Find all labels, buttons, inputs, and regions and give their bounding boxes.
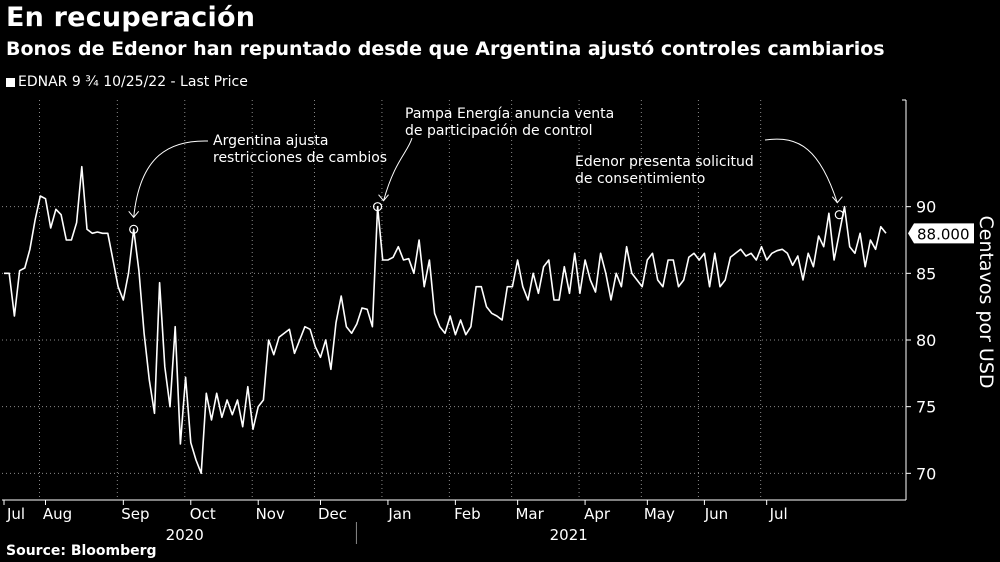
chart-subtitle: Bonos de Edenor han repuntado desde que … <box>6 38 885 60</box>
y-tick-label: 90 <box>916 198 936 217</box>
x-tick-label: Sep <box>121 505 149 523</box>
annotation-arrowhead <box>378 194 389 202</box>
source-note: Source: Bloomberg <box>6 543 157 559</box>
x-tick-label: Apr <box>584 505 611 523</box>
annotation-marker <box>834 210 844 220</box>
y-tick-label: 80 <box>916 331 936 350</box>
chart-title: En recuperación <box>6 2 256 33</box>
annotation-label: Pampa Energía anuncia venta <box>405 106 614 122</box>
last-price-label: 88.000 <box>917 225 970 243</box>
x-tick-label: Jul <box>6 505 25 523</box>
annotation-label: de participación de control <box>405 123 593 139</box>
y-tick-label: 75 <box>916 398 936 417</box>
y-axis-title: Centavos por USD <box>975 215 997 388</box>
x-tick-label: Feb <box>454 505 481 523</box>
legend-label: EDNAR 9 ¾ 10/25/22 - Last Price <box>18 74 248 90</box>
annotation-leader <box>383 137 413 201</box>
x-year-label: 2020 <box>166 526 204 544</box>
annotation-marker <box>372 202 383 212</box>
x-tick-label: Jan <box>387 505 411 523</box>
annotation-arrowhead <box>831 196 843 204</box>
x-year-label: 2021 <box>550 526 588 544</box>
annotation-leader <box>133 140 209 218</box>
x-tick-label: May <box>644 505 675 523</box>
annotation-label: Edenor presenta solicitud <box>575 154 754 170</box>
annotation-arrowhead <box>128 211 140 219</box>
annotation-label: de consentimiento <box>575 171 705 187</box>
x-tick-label: Aug <box>43 505 72 523</box>
last-price-badge <box>908 223 974 244</box>
series-line <box>4 165 887 475</box>
y-tick-label: 85 <box>916 264 936 283</box>
annotation-label: Argentina ajusta <box>213 133 328 149</box>
x-tick-label: Jul <box>769 505 788 523</box>
x-tick-label: Oct <box>190 505 216 523</box>
annotation-marker <box>129 224 139 234</box>
legend-swatch <box>6 77 15 87</box>
y-tick-label: 70 <box>916 464 936 483</box>
legend: EDNAR 9 ¾ 10/25/22 - Last Price <box>6 74 248 90</box>
x-tick-label: Mar <box>515 505 544 523</box>
x-tick-label: Jun <box>704 505 728 523</box>
annotation-leader <box>764 138 838 203</box>
x-tick-label: Nov <box>256 505 285 523</box>
x-tick-label: Dec <box>318 505 347 523</box>
annotation-label: restricciones de cambios <box>213 150 387 166</box>
